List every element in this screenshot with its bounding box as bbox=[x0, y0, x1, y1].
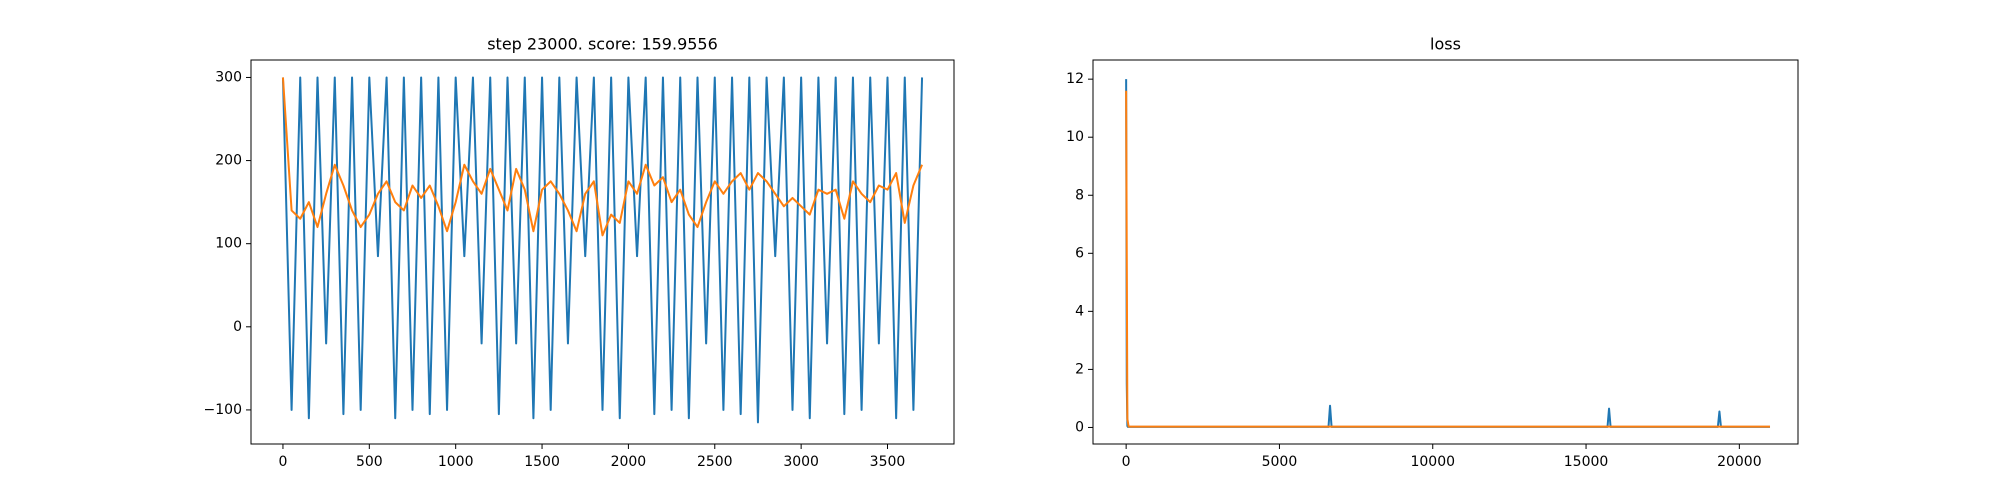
axes-frame bbox=[250, 59, 955, 445]
axes-frame bbox=[1092, 59, 1799, 445]
x-tick-label: 3000 bbox=[783, 454, 819, 470]
chart-title: loss bbox=[1430, 35, 1461, 54]
x-tick-label: 10000 bbox=[1410, 454, 1455, 470]
x-tick-label: 3500 bbox=[870, 454, 906, 470]
y-tick-label: 2 bbox=[1075, 361, 1084, 377]
y-tick-label: 6 bbox=[1075, 245, 1084, 261]
series-line bbox=[1125, 79, 1771, 428]
series-line bbox=[281, 77, 923, 237]
x-tick-label: 2000 bbox=[611, 454, 647, 470]
x-tick-label: 15000 bbox=[1564, 454, 1609, 470]
y-tick-label: 8 bbox=[1075, 187, 1084, 203]
y-tick-label: 200 bbox=[215, 153, 242, 169]
y-tick-label: 10 bbox=[1066, 129, 1084, 145]
series-line bbox=[281, 76, 924, 424]
y-tick-label: 0 bbox=[1075, 419, 1084, 435]
y-tick-label: 12 bbox=[1066, 71, 1084, 87]
series-line bbox=[1125, 90, 1771, 428]
y-tick-label: 100 bbox=[215, 236, 242, 252]
x-tick-label: 1500 bbox=[524, 454, 560, 470]
x-tick-label: 500 bbox=[356, 454, 383, 470]
x-tick-label: 0 bbox=[278, 454, 287, 470]
x-tick-label: 0 bbox=[1122, 454, 1131, 470]
chart-title: step 23000. score: 159.9556 bbox=[487, 35, 718, 54]
x-tick-label: 5000 bbox=[1262, 454, 1298, 470]
x-tick-label: 1000 bbox=[438, 454, 474, 470]
x-tick-label: 20000 bbox=[1717, 454, 1762, 470]
x-tick-label: 2500 bbox=[697, 454, 733, 470]
y-tick-label: 4 bbox=[1075, 303, 1084, 319]
y-tick-label: 300 bbox=[215, 69, 242, 85]
y-tick-label: 0 bbox=[233, 319, 242, 335]
y-tick-label: −100 bbox=[204, 402, 242, 418]
